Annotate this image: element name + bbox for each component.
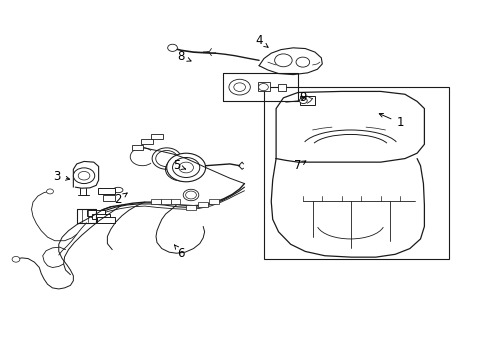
Circle shape <box>179 162 193 173</box>
Bar <box>98 188 115 194</box>
Circle shape <box>166 153 205 182</box>
Bar <box>198 202 207 207</box>
Bar <box>209 199 219 204</box>
Text: 3: 3 <box>54 170 69 183</box>
Text: 6: 6 <box>174 245 184 260</box>
Bar <box>97 217 115 223</box>
Bar <box>141 139 153 144</box>
Circle shape <box>258 84 268 91</box>
Text: 2: 2 <box>114 193 127 206</box>
Bar <box>264 87 448 258</box>
Bar <box>151 199 161 204</box>
Bar <box>87 210 105 216</box>
Text: 1: 1 <box>379 113 403 129</box>
Circle shape <box>78 171 90 180</box>
Circle shape <box>299 98 306 104</box>
Bar <box>131 145 143 150</box>
Circle shape <box>46 189 53 194</box>
Text: 5: 5 <box>172 159 185 172</box>
Text: 8: 8 <box>177 50 191 63</box>
Circle shape <box>73 168 95 184</box>
Circle shape <box>167 44 177 51</box>
Bar <box>151 134 163 139</box>
Circle shape <box>172 157 200 177</box>
Circle shape <box>12 256 20 262</box>
Bar <box>92 213 110 219</box>
Bar <box>170 199 180 204</box>
Text: 7: 7 <box>294 159 305 172</box>
Text: 9: 9 <box>299 91 306 104</box>
Bar <box>161 199 170 204</box>
Bar <box>257 82 269 91</box>
Text: 4: 4 <box>255 34 267 47</box>
Bar <box>102 195 115 201</box>
Bar <box>277 84 286 91</box>
Circle shape <box>295 57 309 67</box>
Bar <box>299 96 314 105</box>
Circle shape <box>228 79 250 95</box>
Bar <box>186 205 196 210</box>
Circle shape <box>233 83 245 91</box>
Circle shape <box>274 54 291 67</box>
